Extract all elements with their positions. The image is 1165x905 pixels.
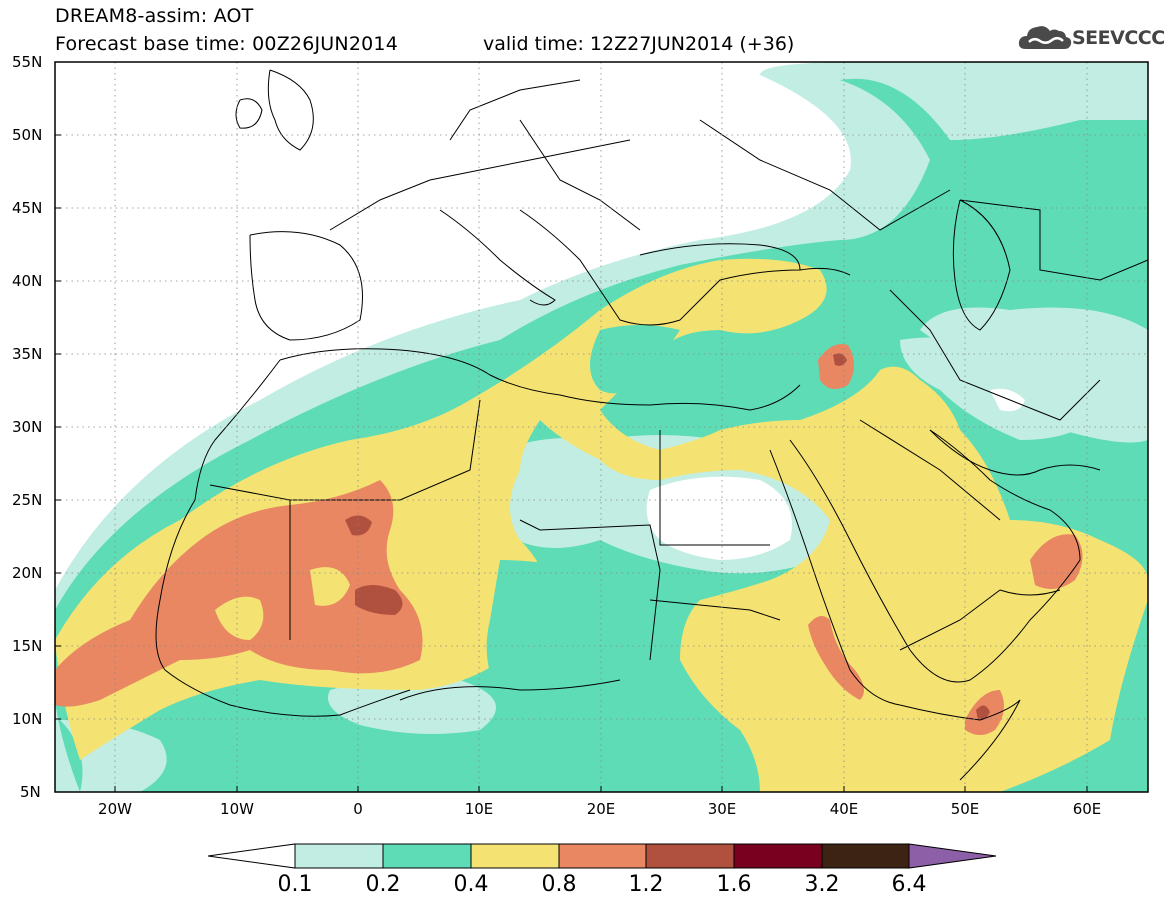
cloud-icon xyxy=(1018,26,1072,49)
colorbar-bin-1.2 xyxy=(645,843,735,869)
coastline-arabia xyxy=(789,429,1081,683)
colorbar-label-1.2: 1.2 xyxy=(628,872,664,897)
coastline-ireland xyxy=(235,98,263,129)
logo-text: SEEVCCC xyxy=(1072,27,1165,49)
lon-label-10w: 10W xyxy=(220,800,254,818)
aot-level-0.1-arabia-north xyxy=(900,337,1090,440)
lon-label-20e: 20E xyxy=(586,800,616,818)
border-egypt xyxy=(659,430,770,546)
lon-label-50e: 50E xyxy=(950,800,980,818)
aot-level-0.8-west-africa xyxy=(55,480,423,707)
lon-label-0: 0 xyxy=(353,800,363,818)
lat-label-10n: 10N xyxy=(12,710,43,728)
coastline-caspian xyxy=(952,199,1011,331)
border-yemen xyxy=(899,589,1001,651)
aot-level-0.8-mesopotamia xyxy=(818,344,854,389)
border-saudi xyxy=(859,419,1001,521)
lat-label-5n: 5N xyxy=(20,783,41,801)
aot-level-1.2-syria xyxy=(833,353,847,366)
border-europe-3 xyxy=(519,119,641,231)
coastline-iberia xyxy=(249,231,363,341)
colorbar-label-1.6: 1.6 xyxy=(716,872,752,897)
colorbar-bin-0.4 xyxy=(470,843,560,869)
border-oman xyxy=(999,589,1061,596)
lon-label-40e: 40E xyxy=(829,800,859,818)
aot-level-0.4-west-africa-hole xyxy=(215,596,264,640)
aot-level-0.4-west-africa-hole-2 xyxy=(310,567,350,606)
coastline-persian-gulf xyxy=(929,429,1101,476)
aot-level-1.2-somalia xyxy=(976,705,990,721)
border-iran xyxy=(889,289,1101,421)
coastline-black-sea xyxy=(639,243,801,271)
lon-label-10e: 10E xyxy=(464,800,494,818)
lat-label-35n: 35N xyxy=(12,345,43,363)
coastline-italy xyxy=(439,209,556,306)
colorbar-label-0.1: 0.1 xyxy=(277,872,313,897)
colorbar-label-0.2: 0.2 xyxy=(365,872,401,897)
lat-label-15n: 15N xyxy=(12,637,43,655)
colorbar-label-3.2: 3.2 xyxy=(804,872,840,897)
axis-ticks xyxy=(55,61,1088,792)
colorbar-bin-1.6 xyxy=(733,843,823,869)
lon-label-20w: 20W xyxy=(98,800,132,818)
lat-label-40n: 40N xyxy=(12,272,43,290)
coastlines xyxy=(155,69,1148,781)
border-europe-1 xyxy=(329,139,631,231)
colorbar-bin-3.2 xyxy=(821,843,910,869)
forecast-base-time: Forecast base time: 00Z26JUN2014 xyxy=(55,33,398,55)
colorbar-below-arrow xyxy=(207,843,296,869)
lat-label-50n: 50N xyxy=(12,126,43,144)
colorbar-label-0.4: 0.4 xyxy=(453,872,489,897)
lat-label-20n: 20N xyxy=(12,564,43,582)
seevccc-logo: SEEVCCC xyxy=(1018,22,1165,56)
border-central-africa xyxy=(399,679,621,701)
lon-label-30e: 30E xyxy=(707,800,737,818)
coastline-horn-of-africa xyxy=(899,699,1021,781)
colorbar-above-arrow xyxy=(908,843,997,869)
colorbar-label-6.4: 6.4 xyxy=(891,872,927,897)
colorbar xyxy=(207,843,997,869)
coastline-west-africa xyxy=(155,359,411,717)
border-algeria xyxy=(290,399,481,501)
colorbar-bin-0.8 xyxy=(558,843,647,869)
aot-level-1.2-sahara-north xyxy=(345,515,372,536)
lat-label-55n: 55N xyxy=(12,53,43,71)
lat-label-30n: 30N xyxy=(12,418,43,436)
valid-time: valid time: 12Z27JUN2014 (+36) xyxy=(483,33,795,55)
border-kazakhstan xyxy=(959,199,1148,281)
lat-label-25n: 25N xyxy=(12,491,43,509)
border-sudan xyxy=(649,599,781,621)
aot-level-none-iran xyxy=(990,388,1025,412)
aot-contours xyxy=(55,62,1148,792)
border-chad xyxy=(519,519,661,661)
lon-label-60e: 60E xyxy=(1072,800,1102,818)
coastline-north-africa xyxy=(279,348,801,411)
aot-level-0.8-red-sea xyxy=(808,616,864,700)
aot-level-0.2-mediterranean xyxy=(590,325,680,394)
lat-label-45n: 45N xyxy=(12,199,43,217)
border-russia xyxy=(699,119,951,231)
colorbar-label-0.8: 0.8 xyxy=(541,872,577,897)
aot-level-1.2-sahara xyxy=(355,585,403,615)
aot-level-0.1-west-africa xyxy=(328,676,496,734)
aot-level-none-egypt xyxy=(646,476,792,560)
map-title: DREAM8-assim: AOT xyxy=(55,5,254,27)
colorbar-bin-0.1 xyxy=(294,843,384,869)
colorbar-bin-0.2 xyxy=(382,843,472,869)
aot-level-0.2-central-africa xyxy=(486,560,620,723)
grid-lines xyxy=(55,62,1148,792)
coastline-red-sea xyxy=(769,449,901,706)
coastline-british-isles xyxy=(267,69,314,151)
border-europe-2 xyxy=(449,79,581,141)
